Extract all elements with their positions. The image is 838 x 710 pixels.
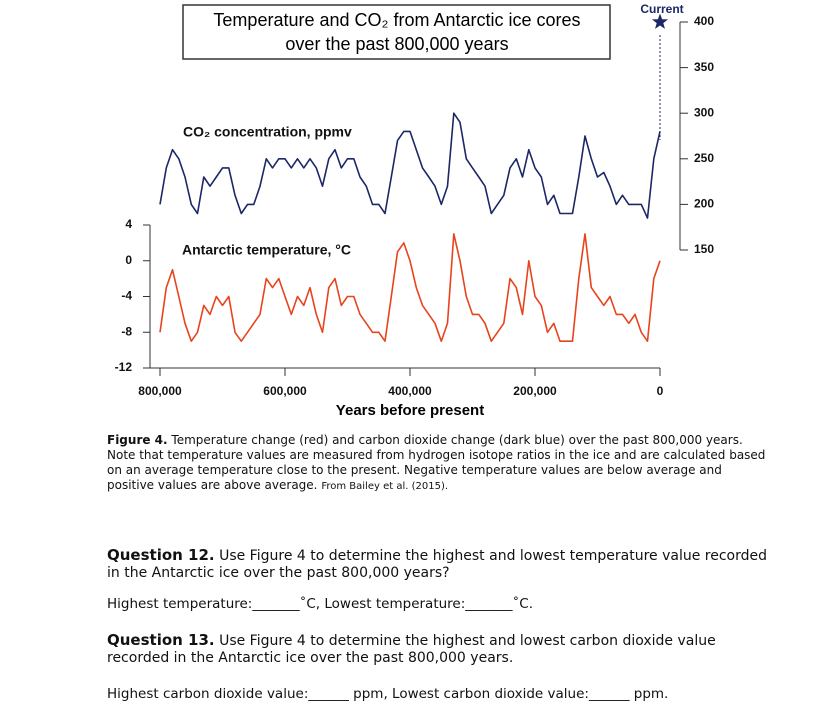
chart-title: Temperature and CO₂ from Antarctic ice c… bbox=[213, 10, 580, 30]
answer-line: Highest temperature:_______˚C, Lowest te… bbox=[107, 596, 533, 612]
y-tick-label: 4 bbox=[125, 217, 132, 231]
y2-tick-label: 200 bbox=[694, 197, 714, 211]
x-tick-label: 600,000 bbox=[263, 384, 307, 398]
answer-line: Highest carbon dioxide value:______ ppm,… bbox=[107, 686, 669, 702]
x-tick-label: 800,000 bbox=[138, 384, 182, 398]
question: Question 12. Use Figure 4 to determine t… bbox=[107, 547, 777, 582]
y-tick-label: 0 bbox=[125, 253, 132, 267]
chart: Temperature and CO₂ from Antarctic ice c… bbox=[115, 2, 715, 419]
x-tick-label: 200,000 bbox=[513, 384, 557, 398]
caption-text: Temperature change (red) and carbon diox… bbox=[107, 433, 766, 492]
y2-tick-label: 300 bbox=[694, 105, 714, 119]
y2-tick-label: 400 bbox=[694, 14, 714, 28]
y-tick-label: -8 bbox=[121, 324, 132, 338]
y2-tick-label: 350 bbox=[694, 60, 714, 74]
current-label: Current bbox=[640, 2, 683, 16]
caption-source: From Bailey et al. (2015). bbox=[321, 481, 449, 492]
series-line bbox=[159, 233, 661, 342]
caption-label: Figure 4. bbox=[107, 433, 168, 447]
y-tick-label: -4 bbox=[121, 289, 132, 303]
series-line bbox=[159, 112, 661, 219]
question: Question 13. Use Figure 4 to determine t… bbox=[107, 632, 777, 667]
series-label: Antarctic temperature, °C bbox=[182, 242, 351, 258]
figure-caption: Figure 4. Temperature change (red) and c… bbox=[107, 433, 767, 494]
question-label: Question 12. bbox=[107, 546, 215, 564]
question-text: Use Figure 4 to determine the highest an… bbox=[107, 633, 716, 666]
question-text: Use Figure 4 to determine the highest an… bbox=[107, 548, 768, 581]
y2-tick-label: 150 bbox=[694, 242, 714, 256]
y2-tick-label: 250 bbox=[694, 151, 714, 165]
series-label: CO₂ concentration, ppmv bbox=[183, 124, 352, 140]
current-marker bbox=[651, 13, 669, 29]
title-box bbox=[182, 4, 611, 60]
x-tick-label: 400,000 bbox=[388, 384, 432, 398]
y-tick-label: -12 bbox=[115, 360, 133, 374]
question-label: Question 13. bbox=[107, 631, 215, 649]
x-axis-label: Years before present bbox=[336, 402, 484, 419]
chart-title: over the past 800,000 years bbox=[285, 34, 508, 54]
x-tick-label: 0 bbox=[657, 384, 664, 398]
